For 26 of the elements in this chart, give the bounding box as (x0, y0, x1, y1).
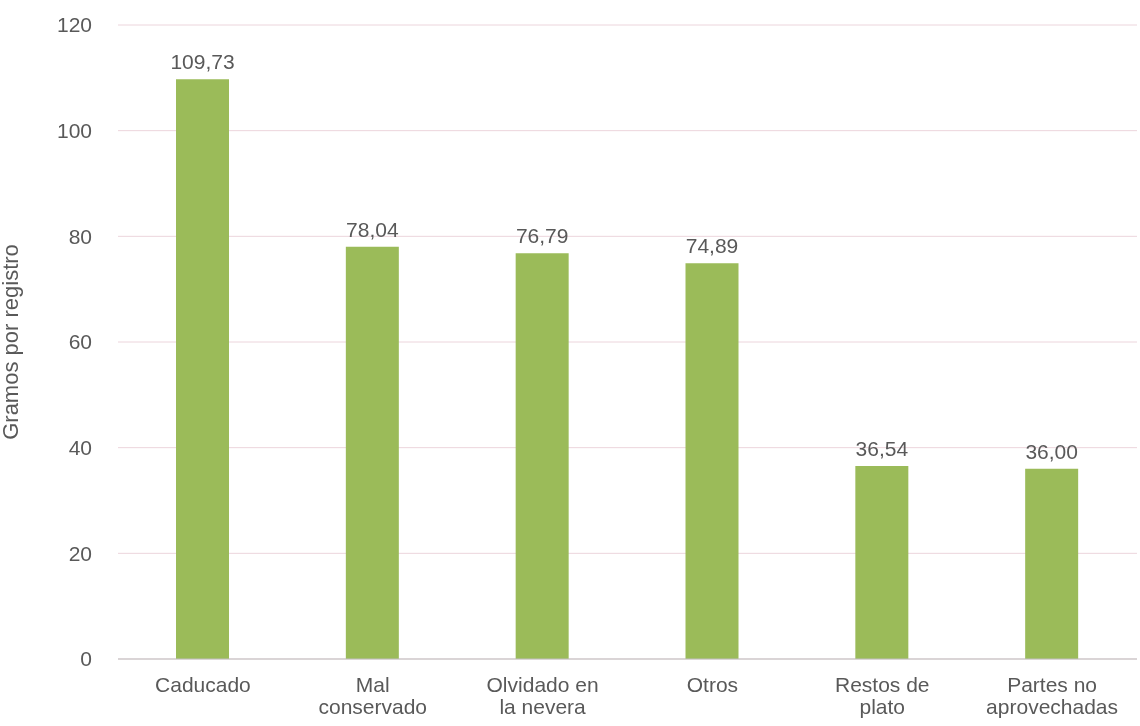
y-tick-label: 120 (56, 13, 92, 37)
bar (176, 79, 229, 659)
y-tick-label: 20 (68, 541, 92, 565)
data-label: 78,04 (346, 217, 399, 241)
x-tick-label: Mal conservado (318, 672, 428, 718)
data-label: 76,79 (515, 224, 569, 248)
y-tick-label: 0 (80, 647, 92, 671)
bar (345, 246, 399, 659)
x-tick-label: Otros (686, 672, 739, 696)
x-tick-label: Olvidado en la nevera (486, 672, 599, 718)
x-tick-label: Caducado (155, 672, 251, 696)
bar (1025, 468, 1079, 659)
bar (855, 465, 909, 659)
y-tick-label: 40 (68, 436, 92, 460)
data-label: 74,89 (685, 234, 739, 258)
y-axis-title: Gramos por registro (0, 244, 23, 440)
data-label: 36,00 (1025, 439, 1078, 463)
x-tick-label: Partes no aprovechadas (986, 672, 1119, 718)
data-label: 36,54 (855, 436, 909, 460)
y-tick-label: 100 (56, 119, 92, 143)
y-tick-label: 80 (68, 224, 92, 248)
data-label: 109,73 (170, 50, 235, 74)
x-tick-label: Restos de plato (834, 672, 930, 718)
bar (685, 263, 739, 659)
y-tick-label: 60 (68, 330, 92, 354)
bar (515, 253, 569, 659)
